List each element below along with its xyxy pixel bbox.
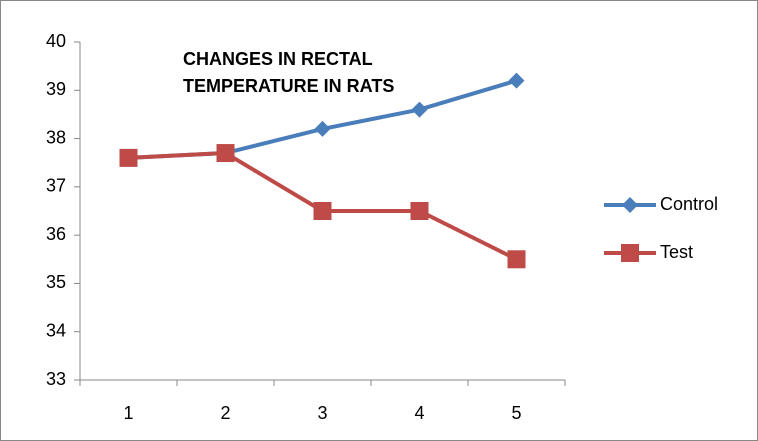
data-point: [216, 144, 235, 163]
legend-label: Control: [660, 194, 718, 214]
data-point: [313, 202, 332, 220]
y-tick-label: 40: [46, 31, 66, 51]
legend-label: Test: [660, 242, 693, 262]
y-tick-label: 38: [46, 127, 66, 147]
data-point: [411, 101, 428, 118]
data-point: [410, 202, 429, 220]
data-point: [507, 250, 526, 269]
data-point: [119, 148, 138, 167]
y-tick-label: 33: [46, 369, 66, 389]
x-tick-label: 3: [317, 403, 327, 423]
y-tick-label: 35: [46, 272, 66, 292]
x-tick-label: 2: [220, 403, 230, 423]
y-tick-label: 34: [46, 320, 66, 340]
x-tick-label: 1: [123, 403, 133, 423]
legend-marker: [622, 197, 638, 213]
y-tick-label: 36: [46, 224, 66, 244]
chart-title: CHANGES IN RECTAL TEMPERATURE IN RATS: [183, 49, 395, 96]
x-tick-label: 4: [414, 403, 424, 423]
x-tick-label: 5: [511, 403, 521, 423]
y-tick-label: 37: [46, 176, 66, 196]
data-point: [508, 72, 525, 89]
legend-marker: [621, 244, 639, 262]
data-point: [314, 120, 331, 137]
y-tick-label: 39: [46, 79, 66, 99]
